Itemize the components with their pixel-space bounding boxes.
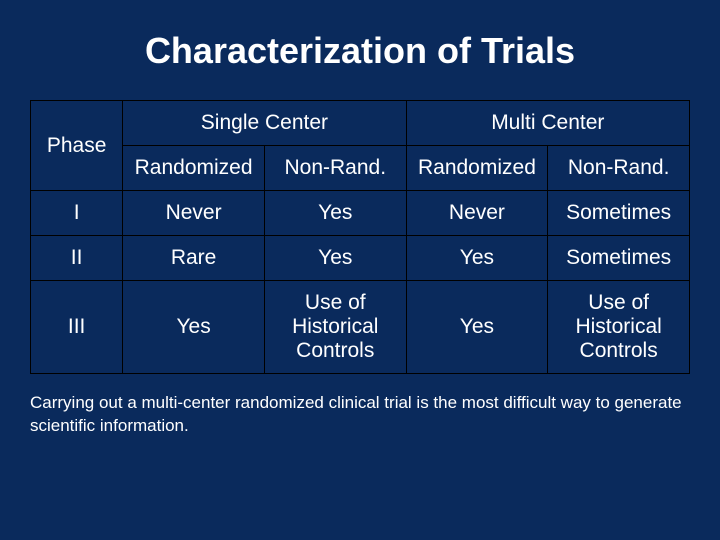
table-row: III Yes Use of Historical Controls Yes U… xyxy=(31,281,690,374)
col-sub-0: Randomized xyxy=(123,146,265,191)
col-group-multi: Multi Center xyxy=(406,101,689,146)
col-sub-3: Non-Rand. xyxy=(548,146,690,191)
col-group-single: Single Center xyxy=(123,101,406,146)
cell: Never xyxy=(406,191,548,236)
col-phase: Phase xyxy=(31,101,123,191)
table-header-row-1: Phase Single Center Multi Center xyxy=(31,101,690,146)
cell: Rare xyxy=(123,236,265,281)
col-sub-2: Randomized xyxy=(406,146,548,191)
cell: Use of Historical Controls xyxy=(548,281,690,374)
trials-table: Phase Single Center Multi Center Randomi… xyxy=(30,100,690,374)
cell: Sometimes xyxy=(548,236,690,281)
footnote-text: Carrying out a multi-center randomized c… xyxy=(30,392,690,438)
page-title: Characterization of Trials xyxy=(30,30,690,72)
cell: Use of Historical Controls xyxy=(264,281,406,374)
cell: Never xyxy=(123,191,265,236)
cell-phase: I xyxy=(31,191,123,236)
cell-phase: III xyxy=(31,281,123,374)
cell: Yes xyxy=(264,191,406,236)
cell-phase: II xyxy=(31,236,123,281)
col-sub-1: Non-Rand. xyxy=(264,146,406,191)
cell: Sometimes xyxy=(548,191,690,236)
table-header-row-2: Randomized Non-Rand. Randomized Non-Rand… xyxy=(31,146,690,191)
cell: Yes xyxy=(406,236,548,281)
cell: Yes xyxy=(406,281,548,374)
table-row: I Never Yes Never Sometimes xyxy=(31,191,690,236)
table-row: II Rare Yes Yes Sometimes xyxy=(31,236,690,281)
cell: Yes xyxy=(264,236,406,281)
cell: Yes xyxy=(123,281,265,374)
